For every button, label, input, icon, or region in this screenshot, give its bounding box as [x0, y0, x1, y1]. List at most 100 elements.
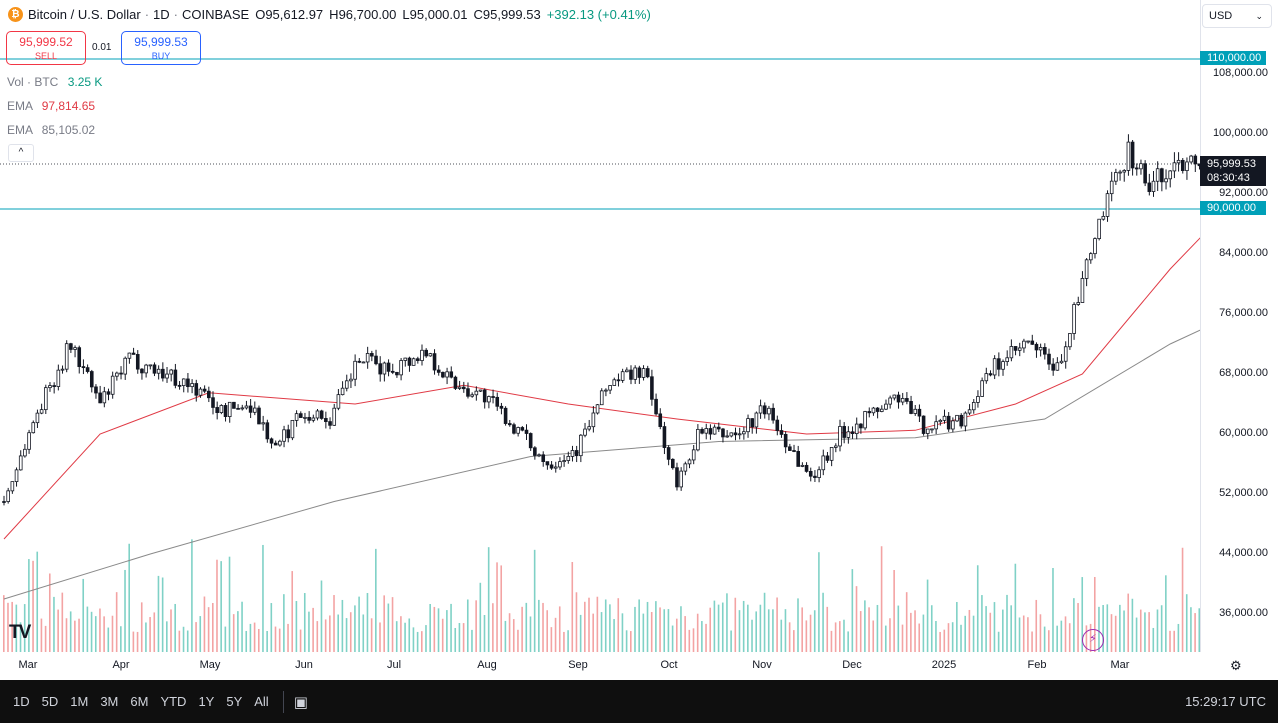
candle-body [123, 357, 128, 375]
volume-bar [1052, 567, 1054, 652]
volume-bar [471, 629, 473, 652]
volume-legend[interactable]: Vol · BTC 3.25 K [7, 75, 102, 89]
candle-body [232, 401, 236, 409]
volume-bar [441, 618, 444, 652]
bar-countdown: 08:30:43 [1207, 172, 1250, 184]
volume-bar [830, 630, 833, 652]
volume-bar [1185, 594, 1188, 652]
candle-body [140, 368, 144, 374]
timeframe-button-5d[interactable]: 5D [41, 694, 59, 709]
timeframe-button-1d[interactable]: 1D [13, 694, 30, 709]
symbol-name[interactable]: Bitcoin / U.S. Dollar [28, 7, 141, 22]
candle-body [441, 371, 445, 378]
candle-body [666, 447, 671, 460]
support-price-tag: 90,000.00 [1200, 201, 1266, 215]
volume-bar [500, 565, 503, 652]
timeframe-button-3m[interactable]: 3M [100, 694, 119, 709]
price-tick-label: 68,000.00 [1219, 367, 1268, 379]
candle-body [1176, 159, 1181, 164]
candle-body [1038, 347, 1043, 351]
volume-bar [880, 546, 883, 652]
timeframe-button-6m[interactable]: 6M [130, 694, 149, 709]
volume-bar [818, 552, 820, 652]
candle-body [1009, 346, 1014, 359]
volume-bar [120, 626, 122, 652]
candle-body [286, 429, 291, 439]
volume-bar [755, 611, 757, 652]
ema2-legend[interactable]: EMA 85,105.02 [7, 123, 95, 137]
candle-body [361, 361, 366, 364]
price-chart[interactable] [0, 0, 1200, 652]
volume-bar [604, 599, 607, 652]
volume-bar [1139, 609, 1142, 652]
sell-button[interactable]: 95,999.52 SELL [6, 31, 86, 65]
currency-select[interactable]: USD ⌄ [1202, 4, 1272, 28]
candle-body [1063, 346, 1068, 362]
collapse-legend-button[interactable]: ^ [8, 144, 34, 162]
timeframe-button-ytd[interactable]: YTD [160, 694, 187, 709]
candle-body [390, 370, 395, 373]
volume-bar [730, 630, 732, 652]
interval[interactable]: 1D [153, 7, 170, 22]
time-tick-label: Nov [752, 659, 772, 671]
candle-body [428, 353, 433, 357]
candle-body [742, 431, 746, 435]
candle-body [917, 408, 922, 417]
candle-body [750, 418, 755, 428]
volume-bar [997, 631, 1000, 652]
volume-bar [136, 631, 139, 652]
volume-bar [312, 607, 314, 652]
volume-bar [538, 599, 540, 652]
volume-bar [395, 621, 398, 652]
candle-body [783, 434, 788, 448]
gear-icon[interactable]: ⚙ [1230, 658, 1242, 673]
volume-bar [278, 628, 281, 652]
candle-body [608, 385, 612, 391]
candle-body [73, 347, 77, 350]
candle-body [102, 391, 107, 404]
ema1-legend[interactable]: EMA 97,814.65 [7, 99, 95, 113]
volume-bar [270, 603, 273, 652]
volume-bar [772, 609, 774, 652]
timeframe-button-1y[interactable]: 1Y [198, 694, 215, 709]
bolt-icon[interactable]: ⚡ [1082, 629, 1104, 651]
volume-bar [166, 621, 168, 652]
candle-body [1026, 340, 1030, 343]
candle-body [537, 454, 541, 457]
volume-bar [1135, 617, 1138, 652]
calendar-icon[interactable]: ▣ [293, 693, 308, 711]
candle-body [1189, 155, 1193, 163]
candle-body [1197, 163, 1200, 167]
candle-body [842, 426, 846, 438]
candle-body [733, 432, 738, 436]
volume-bar [1156, 609, 1159, 652]
volume-bar [145, 622, 147, 652]
volume-bar [747, 604, 749, 652]
timeframe-button-1m[interactable]: 1M [70, 694, 89, 709]
chart-area[interactable] [0, 0, 1200, 652]
volume-bar [834, 622, 837, 652]
timeframe-button-5y[interactable]: 5Y [226, 694, 243, 709]
candle-body [1164, 178, 1168, 183]
volume-bar [1077, 603, 1079, 652]
clock[interactable]: 15:29:17 UTC [1185, 694, 1266, 709]
price-scale[interactable]: 108,000.00 100,000.00 92,000.00 84,000.00 76… [1200, 0, 1278, 652]
tradingview-logo-icon[interactable]: TV [9, 622, 31, 643]
volume-bar [245, 630, 248, 652]
candle-body [1072, 304, 1076, 334]
timeframe-button-all[interactable]: All [254, 694, 269, 709]
volume-bar [48, 573, 51, 652]
candle-body [1126, 141, 1131, 171]
volume-bar [23, 604, 26, 652]
candle-body [984, 373, 989, 382]
buy-button[interactable]: 95,999.53 BUY [121, 31, 201, 65]
volume-bar [630, 631, 632, 652]
candle-body [85, 367, 90, 372]
volume-bar [466, 599, 469, 652]
volume-bar [345, 618, 348, 652]
candle-body [190, 383, 194, 388]
low-value: 95,000.01 [409, 7, 468, 22]
volume-bar [1102, 605, 1104, 652]
price-tick-label: 36,000.00 [1219, 607, 1268, 619]
candle-body [202, 388, 207, 392]
